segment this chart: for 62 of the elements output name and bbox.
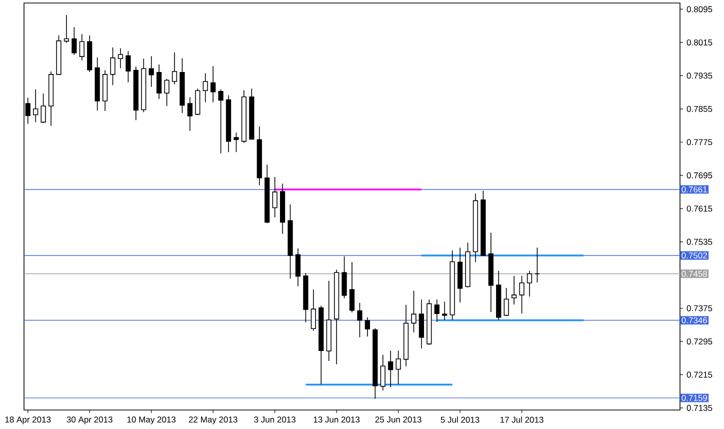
y-tick-label: 0.7375 (686, 305, 712, 312)
candlestick (364, 316, 370, 337)
x-tick-label: 13 Jun 2013 (314, 416, 360, 423)
candlestick (195, 88, 200, 116)
candlestick (72, 26, 77, 56)
y-tick-label: 0.7695 (686, 172, 712, 178)
candlestick (349, 262, 355, 313)
candlestick (396, 350, 401, 385)
ref-line-label: 0.7661 (682, 186, 707, 192)
candlestick (110, 47, 116, 86)
y-tick-label: 0.8095 (686, 6, 712, 12)
candlestick (33, 88, 38, 123)
candlestick (504, 287, 509, 316)
candlestick (156, 64, 162, 100)
candlestick (388, 350, 394, 388)
x-tick-label: 3 Jun 2013 (254, 416, 296, 423)
candlestick (210, 66, 216, 103)
candlestick (272, 176, 278, 218)
candlestick (411, 290, 416, 333)
y-tick-label: 0.7855 (686, 106, 712, 112)
x-tick-label: 30 Apr 2013 (66, 416, 112, 424)
candlestick (164, 78, 170, 106)
candlestick (295, 248, 301, 287)
candlestick (40, 93, 46, 124)
candlestick (512, 275, 517, 305)
candlestick (342, 256, 347, 299)
y-tick-label: 0.8015 (686, 39, 712, 46)
candlestick (418, 299, 424, 349)
ref-line-label: 0.7159 (682, 394, 707, 401)
candlestick (202, 72, 208, 103)
candlestick (380, 354, 386, 391)
y-tick-label: 0.7935 (686, 72, 712, 79)
y-tick-label: 0.7615 (686, 206, 712, 212)
y-tick-label: 0.7295 (686, 338, 712, 344)
ref-line-label: 0.7502 (682, 252, 707, 259)
candlestick (187, 96, 192, 132)
y-tick-label: 0.7215 (686, 372, 712, 378)
candlestick (442, 301, 448, 320)
x-tick-label: 5 Jul 2013 (440, 416, 480, 423)
candlestick (64, 14, 70, 44)
x-tick-label: 10 May 2013 (127, 416, 176, 424)
candlestick (310, 289, 316, 332)
candlestick (234, 132, 239, 152)
candlestick (118, 48, 124, 69)
candlestick (357, 302, 362, 338)
candlestick (148, 56, 154, 88)
candlestick (434, 299, 440, 322)
candlestick (519, 275, 524, 314)
candlestick (218, 88, 224, 154)
y-tick-label: 0.7535 (686, 238, 712, 245)
x-tick-label: 18 Apr 2013 (5, 416, 51, 424)
candlestick (526, 270, 532, 298)
x-tick-label: 17 Jul 2013 (500, 416, 544, 423)
x-tick-label: 22 May 2013 (188, 416, 238, 424)
ref-line-label: 0.7346 (682, 317, 708, 324)
candlestick (126, 50, 131, 83)
y-tick-label: 0.7775 (686, 139, 712, 146)
y-tick-label: 0.7135 (686, 404, 712, 411)
candlestick (172, 52, 178, 85)
x-tick-label: 25 Jun 2013 (375, 416, 422, 423)
candlestick (79, 34, 84, 61)
ref-line-label: 0.7458 (682, 270, 708, 277)
